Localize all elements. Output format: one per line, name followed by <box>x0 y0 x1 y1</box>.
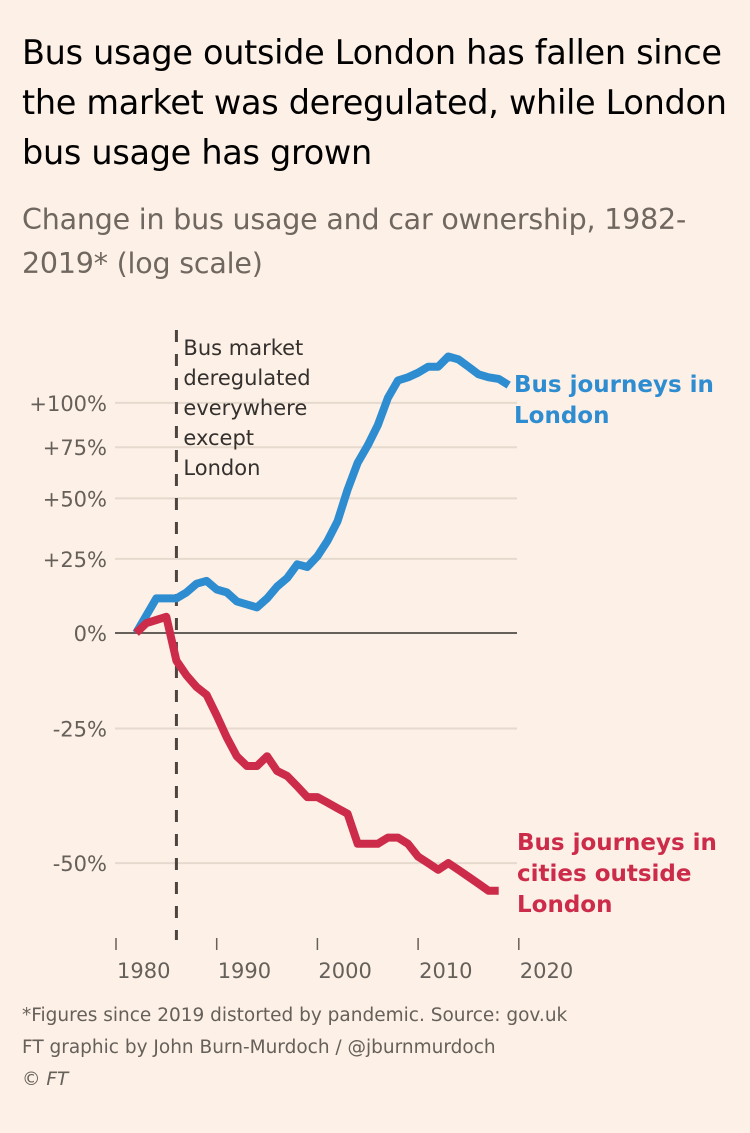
x-tick-label: 1990 <box>218 959 271 983</box>
y-tick-label: +75% <box>43 436 107 460</box>
y-tick-label: -25% <box>53 718 107 742</box>
annotation-text-line: deregulated <box>183 366 310 390</box>
chart-title: Bus usage outside London has fallen sinc… <box>22 33 727 172</box>
x-tick-label: 2000 <box>318 959 371 983</box>
line-chart: +100% +75% +50% +25% 0% -25% -50% 1980 1990 2000… <box>29 330 717 983</box>
x-tick-label: 1980 <box>117 959 170 983</box>
y-tick-label: 0% <box>74 622 107 646</box>
series-lines <box>132 352 511 895</box>
x-axis: 1980 1990 2000 2010 2020 <box>115 938 573 983</box>
y-tick-label: -50% <box>53 852 107 876</box>
credit: FT graphic by John Burn-Murdoch / @jburn… <box>22 1037 496 1058</box>
x-tick-label: 2020 <box>520 959 573 983</box>
y-tick-label: +100% <box>29 392 107 416</box>
deregulation-annotation: Bus market deregulated everywhere except Lon… <box>174 330 311 940</box>
annotation-text-line: Bus market <box>183 336 303 360</box>
annotation-text-line: London <box>183 456 260 480</box>
y-axis: +100% +75% +50% +25% 0% -25% -50% <box>29 392 107 876</box>
y-tick-label: +25% <box>43 548 107 572</box>
y-tick-label: +50% <box>43 487 107 511</box>
outside-london-series-label: London <box>517 892 612 918</box>
outside-london-series-line <box>133 612 499 895</box>
chart-subtitle: Change in bus usage and car ownership, 1… <box>22 203 687 280</box>
annotation-text-line: except <box>183 426 254 450</box>
london-series-label: London <box>514 403 609 429</box>
outside-london-series-label: Bus journeys in <box>517 830 717 856</box>
london-series-line <box>132 352 511 636</box>
x-tick-label: 2010 <box>419 959 472 983</box>
series-labels: Bus journeys in London Bus journeys in citi… <box>514 372 717 918</box>
footer: *Figures since 2019 distorted by pandemi… <box>22 1000 567 1096</box>
copyright: © FT <box>22 1069 69 1090</box>
footnote: *Figures since 2019 distorted by pandemi… <box>22 1005 568 1026</box>
london-series-label: Bus journeys in <box>514 372 714 398</box>
outside-london-series-label: cities outside <box>517 861 692 887</box>
annotation-text-line: everywhere <box>183 396 307 420</box>
